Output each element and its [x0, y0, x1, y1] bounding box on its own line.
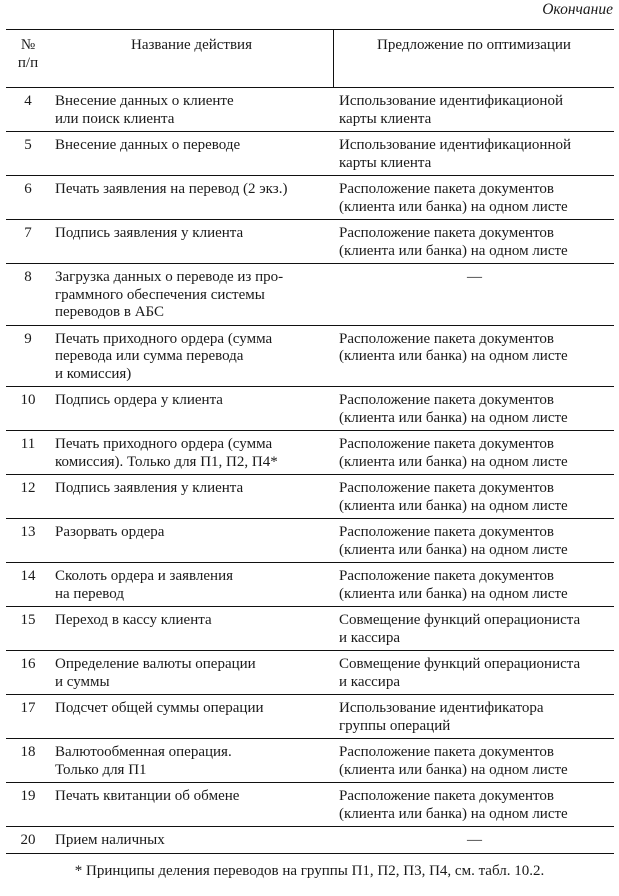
row-number: 8	[24, 269, 32, 285]
header-proposal: Предложение по оптимизации	[377, 37, 571, 53]
row-proposal: Расположение пакета документов (клиента …	[339, 436, 568, 470]
row-proposal: Использование идентификационной карты кл…	[339, 137, 572, 171]
table-row: 5 Внесение данных о переводе Использование…	[6, 132, 614, 176]
row-action: Печать квитанции об обмене	[55, 788, 240, 804]
row-number: 14	[20, 568, 36, 584]
row-number: 13	[20, 524, 36, 540]
row-number: 16	[20, 656, 36, 672]
table-row: 20 Прием наличных —	[6, 827, 614, 854]
row-action: Сколоть ордера и заявления на перевод	[55, 568, 234, 602]
table-row: 12 Подпись заявления у клиента Расположени…	[6, 475, 614, 519]
row-number: 11	[20, 436, 36, 452]
table-frame: № п/п Название действия Предложение по о…	[6, 29, 614, 854]
table-row: 17 Подсчет общей суммы операции Использова…	[6, 695, 614, 739]
table-row: 18 Валютообменная операция. Только для П1…	[6, 739, 614, 783]
row-action: Печать приходного ордера (сумма перевода…	[55, 330, 273, 382]
row-proposal: Использование идентификационой карты кли…	[339, 93, 563, 127]
row-action: Печать приходного ордера (сумма комиссия…	[55, 436, 278, 470]
row-number: 4	[24, 93, 32, 109]
table-row: 14 Сколоть ордера и заявления на перевод Р…	[6, 563, 614, 607]
row-proposal: Совмещение функций операциониста и касси…	[339, 612, 581, 646]
row-action: Внесение данных о переводе	[55, 137, 241, 153]
table-row: 13 Разорвать ордера Расположение пакета до…	[6, 519, 614, 563]
table-row: 11 Печать приходного ордера (сумма комисс…	[6, 431, 614, 475]
header-action: Название действия	[50, 30, 334, 87]
footnote: * Принципы деления переводов на группы П…	[74, 862, 545, 879]
row-action: Печать заявления на перевод (2 экз.)	[55, 181, 288, 197]
row-proposal: Расположение пакета документов (клиента …	[339, 568, 568, 602]
row-action: Подпись заявления у клиента	[55, 225, 244, 241]
row-proposal: Совмещение функций операциониста и касси…	[339, 656, 581, 690]
table-body: 4 Внесение данных о клиенте или поиск кли…	[6, 88, 614, 854]
row-action: Загрузка данных о переводе из про- грамм…	[55, 269, 284, 320]
row-number: 5	[24, 137, 32, 153]
row-action: Валютообменная операция. Только для П1	[55, 744, 232, 778]
row-action: Подсчет общей суммы операции	[55, 700, 264, 716]
row-proposal: Расположение пакета документов (клиента …	[339, 480, 568, 514]
optimization-table: № п/п Название действия Предложение по о…	[6, 0, 614, 854]
row-proposal: Расположение пакета документов (клиента …	[339, 524, 568, 558]
table-row: 16 Определение валюты операции и суммы Сов…	[6, 651, 614, 695]
row-number: 7	[24, 225, 32, 241]
row-action: Разорвать ордера	[55, 524, 165, 540]
table-row: 19 Печать квитанции об обмене Расположение…	[6, 783, 614, 827]
row-action: Переход в кассу клиента	[55, 612, 212, 628]
row-proposal: —	[467, 269, 482, 285]
row-number: 6	[24, 181, 32, 197]
row-proposal: Расположение пакета документов (клиента …	[339, 392, 568, 426]
row-proposal: Расположение пакета документов (клиента …	[339, 181, 568, 215]
row-number: 15	[20, 612, 36, 628]
table-row: 10 Подпись ордера у клиента Расположение п…	[6, 387, 614, 431]
row-proposal: Использование идентификатора группы опер…	[339, 700, 544, 734]
row-number: 20	[20, 832, 36, 848]
row-number: 12	[20, 480, 36, 496]
row-proposal: Расположение пакета документов (клиента …	[339, 225, 568, 259]
row-action: Подпись заявления у клиента	[55, 480, 244, 496]
row-proposal: Расположение пакета документов (клиента …	[339, 744, 568, 778]
row-number: 9	[24, 330, 32, 347]
row-number: 18	[20, 744, 36, 760]
row-action: Подпись ордера у клиента	[55, 392, 223, 408]
table-row: 6 Печать заявления на перевод (2 экз.) Рас…	[6, 176, 614, 220]
table-header: № п/п Название действия Предложение по о…	[6, 30, 614, 88]
row-action: Определение валюты операции и суммы	[55, 656, 256, 690]
table-caption: Окончание	[542, 1, 613, 18]
table-row: 9 Печать приходного ордера (сумма перевод…	[6, 326, 614, 387]
row-number: 19	[20, 788, 36, 804]
row-number: 17	[20, 700, 36, 716]
row-proposal: Расположение пакета документов (клиента …	[339, 788, 568, 822]
row-action: Прием наличных	[55, 832, 165, 848]
table-row: 15 Переход в кассу клиента Совмещение функ…	[6, 607, 614, 651]
row-number: 10	[20, 392, 36, 408]
table-row: 7 Подпись заявления у клиента Расположение…	[6, 220, 614, 264]
row-proposal: —	[467, 832, 482, 848]
row-proposal: Расположение пакета документов (клиента …	[339, 330, 568, 365]
header-number: № п/п	[17, 37, 39, 71]
table-row: 4 Внесение данных о клиенте или поиск кли…	[6, 88, 614, 132]
table-row: 8 Загрузка данных о переводе из про- грам…	[6, 264, 614, 326]
row-action: Внесение данных о клиенте или поиск клие…	[55, 93, 234, 127]
